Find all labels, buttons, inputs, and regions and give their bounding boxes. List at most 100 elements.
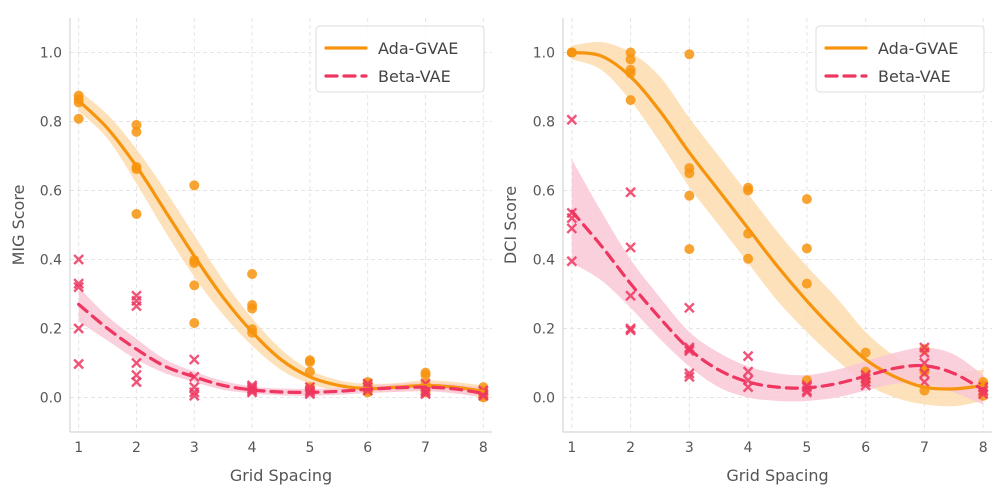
data-point [188, 354, 200, 365]
y-tick-label: 0.0 [533, 391, 555, 407]
y-tick-label: 1.0 [533, 46, 555, 62]
x-tick-label: 8 [479, 440, 488, 456]
confidence-band [571, 159, 984, 405]
y-tick-label: 0.2 [40, 322, 62, 338]
data-point [566, 223, 578, 234]
legend-label: Beta-VAE [878, 67, 951, 86]
y-tick-label: 0.4 [40, 253, 62, 269]
x-axis-title: Grid Spacing [230, 466, 332, 485]
data-point [742, 366, 754, 377]
data-point [625, 242, 636, 253]
data-point [131, 357, 142, 369]
data-point [684, 190, 695, 201]
legend-label: Ada-GVAE [878, 39, 958, 58]
legend-label: Beta-VAE [378, 67, 451, 86]
data-point [189, 180, 200, 191]
x-tick-label: 4 [744, 440, 753, 456]
x-tick-label: 7 [920, 440, 929, 456]
data-point [247, 303, 258, 314]
data-point [73, 281, 85, 293]
data-point [73, 254, 85, 265]
x-axis-title: Grid Spacing [726, 466, 828, 485]
data-point [420, 386, 431, 398]
data-point [625, 323, 636, 334]
y-tick-label: 1.0 [40, 46, 62, 62]
data-point [420, 370, 431, 381]
dci-score-panel: 1 2 3 4 5 6 7 8 0.0 0.2 0.4 0.6 0.8 1.0 Grid Spacing DC… [501, 18, 992, 485]
y-tick-label: 0.0 [40, 391, 62, 407]
data-point [73, 358, 85, 370]
data-point [189, 317, 200, 328]
fit-line [77, 302, 485, 395]
x-tick-label: 2 [626, 440, 635, 456]
data-point [801, 194, 812, 205]
data-point [131, 300, 142, 312]
y-tick-label: 0.6 [533, 184, 555, 200]
data-point [625, 54, 636, 65]
legend-frame [815, 25, 985, 93]
data-point [919, 366, 930, 377]
x-tick-label: 3 [685, 440, 694, 456]
data-point [188, 390, 200, 402]
data-point [860, 380, 871, 391]
data-point [743, 253, 754, 264]
data-point [131, 119, 142, 130]
data-point [684, 371, 695, 383]
x-tick-label: 3 [190, 440, 199, 456]
data-point [625, 324, 636, 336]
data-point [73, 113, 84, 124]
y-tick-label: 0.6 [40, 184, 62, 200]
y-tick-label: 0.2 [533, 322, 555, 338]
data-point [684, 168, 695, 179]
mig-score-panel: 1 2 3 4 5 6 7 8 0.0 0.2 0.4 0.6 0.8 1.0 Grid Spacing MI… [9, 18, 492, 485]
data-point [684, 49, 695, 60]
legend: Ada-GVAE Beta-VAE [815, 25, 985, 93]
x-tick-label: 5 [305, 440, 314, 456]
data-point [684, 244, 695, 255]
data-point [625, 290, 636, 302]
data-point [73, 323, 85, 334]
fit-line [570, 50, 985, 391]
legend: Ada-GVAE Beta-VAE [315, 25, 485, 93]
data-point [131, 208, 142, 219]
x-tick-label: 1 [74, 440, 83, 456]
data-point [131, 376, 142, 388]
data-point [420, 388, 431, 400]
x-tick-label: 7 [421, 440, 430, 456]
fit-line [570, 209, 985, 392]
y-tick-label: 0.8 [40, 115, 62, 131]
data-point [801, 278, 812, 289]
x-tick-label: 4 [248, 440, 257, 456]
data-point [801, 243, 812, 254]
data-point [684, 302, 695, 314]
legend-label: Ada-GVAE [378, 39, 458, 58]
x-tick-label: 8 [979, 440, 988, 456]
x-tick-label: 5 [802, 440, 811, 456]
data-point [684, 368, 695, 379]
legend-frame [315, 25, 485, 93]
y-axis-title: DCI Score [501, 186, 520, 264]
data-point [188, 386, 200, 398]
data-point [743, 185, 754, 196]
data-point [304, 356, 315, 367]
y-tick-label: 0.8 [533, 115, 555, 131]
data-point [189, 280, 200, 291]
data-point [247, 268, 258, 279]
data-point [919, 368, 930, 379]
data-point [131, 126, 142, 137]
x-tick-label: 2 [132, 440, 141, 456]
data-point [977, 388, 989, 400]
x-tick-label: 6 [363, 440, 372, 456]
data-point [860, 347, 871, 358]
data-point [625, 186, 636, 198]
data-point [860, 376, 871, 388]
data-point [625, 95, 636, 106]
data-point [566, 255, 578, 267]
confidence-band [78, 287, 484, 398]
data-point [625, 47, 636, 58]
y-tick-label: 0.4 [533, 253, 555, 269]
data-point [566, 114, 578, 126]
y-axis-title: MIG Score [9, 185, 28, 266]
data-point [742, 350, 754, 362]
